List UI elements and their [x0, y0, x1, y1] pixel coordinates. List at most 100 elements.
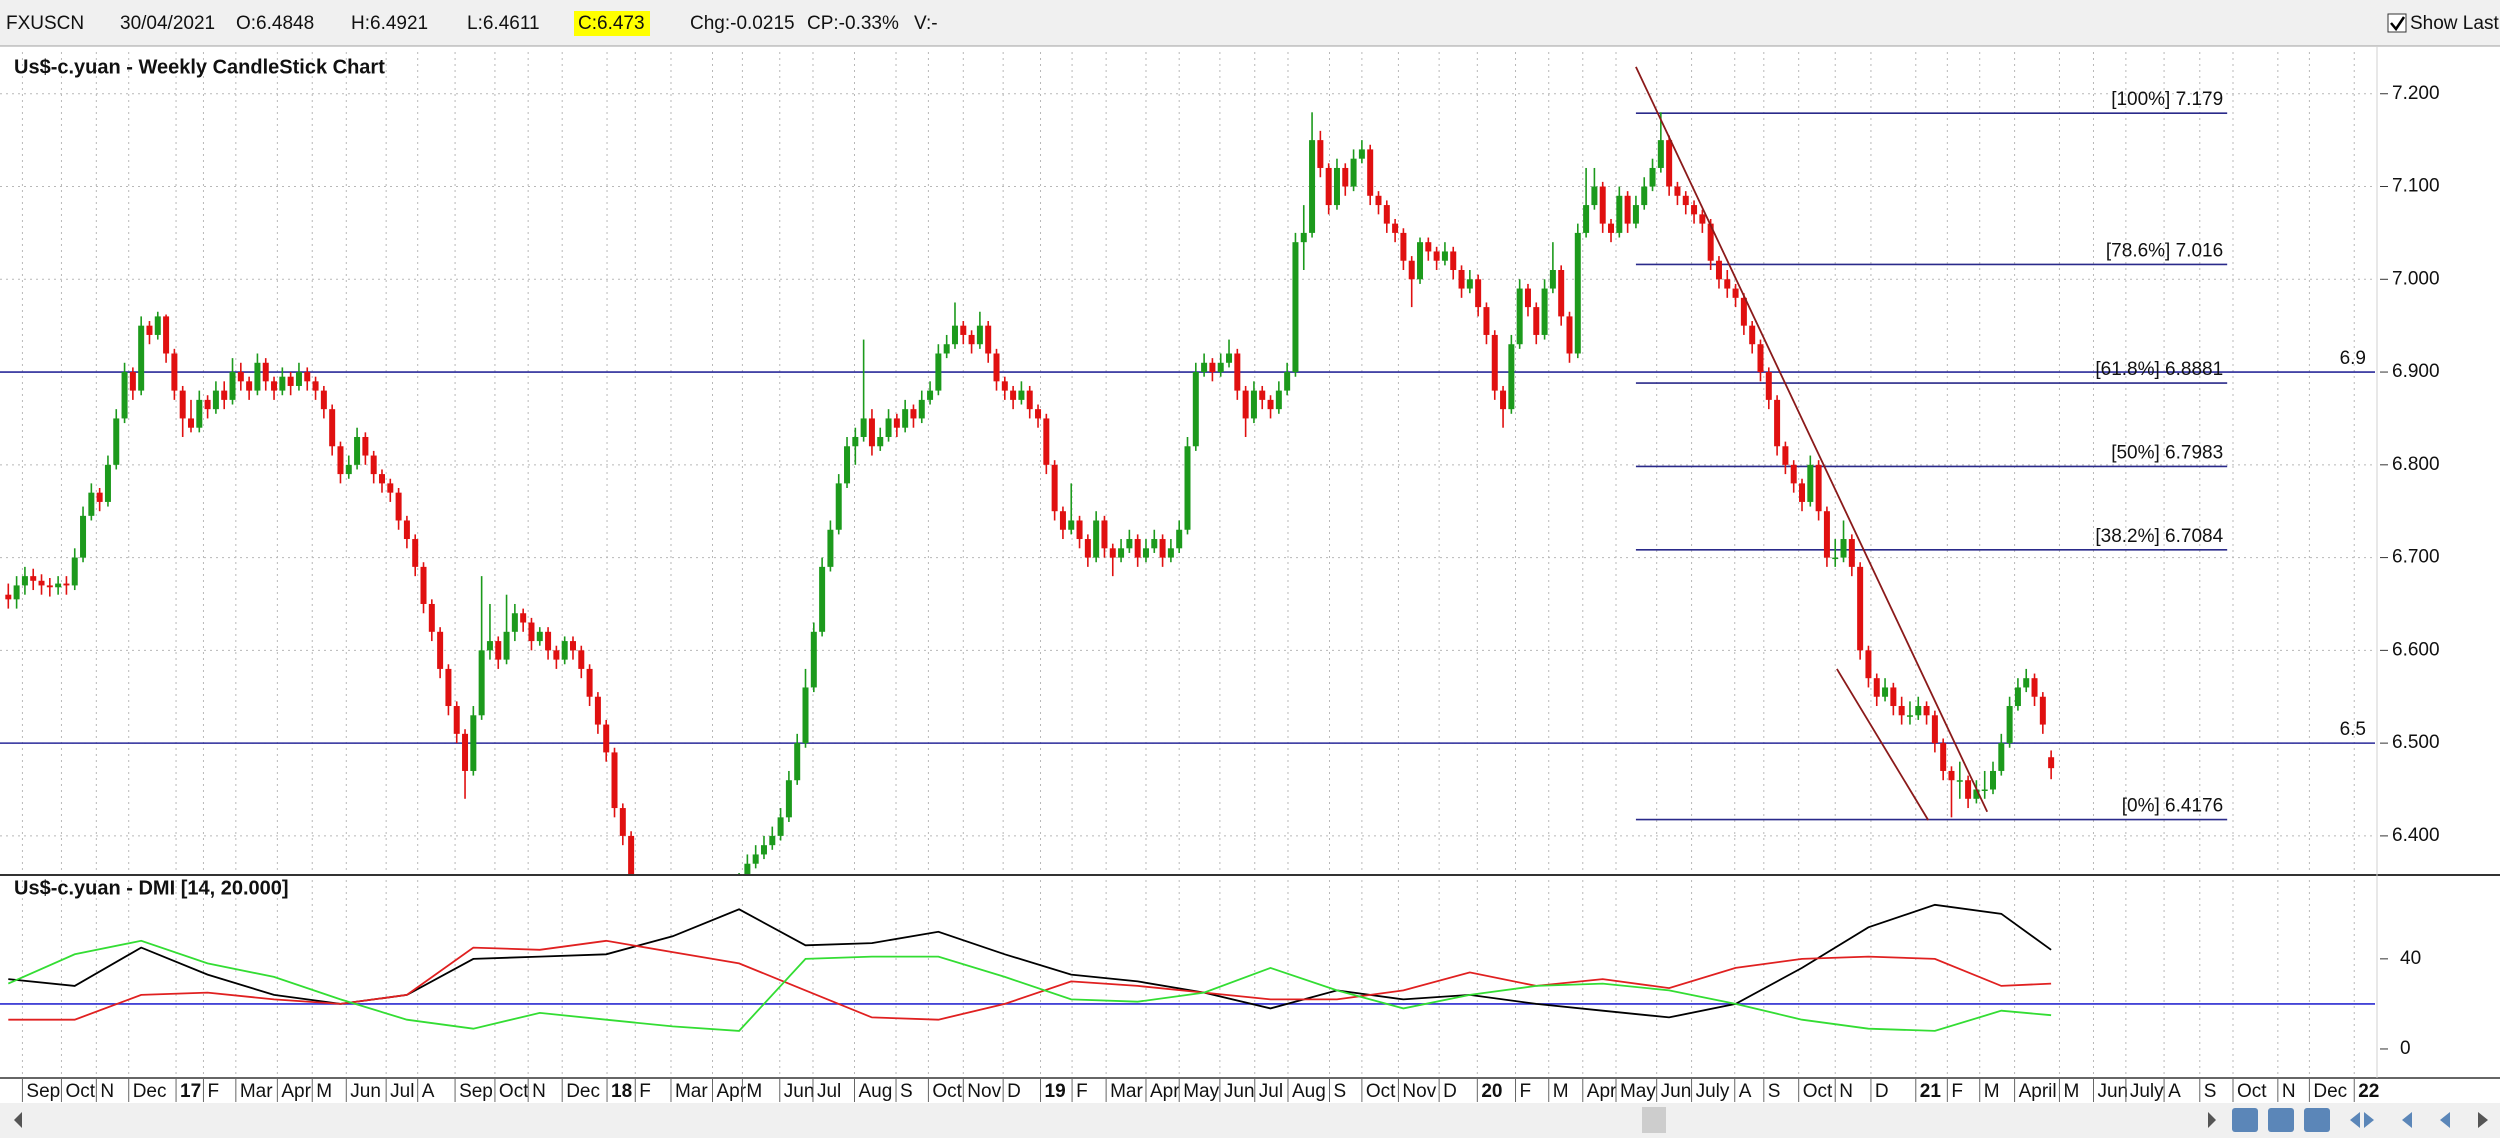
y-tick-label: 40 [2400, 948, 2421, 969]
candle-body [453, 706, 460, 734]
open: O:6.4848 [236, 13, 314, 34]
candle-body [1840, 539, 1847, 558]
candle-body [777, 817, 784, 836]
candle-body [893, 418, 900, 428]
candle-body [1715, 260, 1722, 280]
x-tick-label: Aug [1292, 1081, 1326, 1102]
candle-body [860, 418, 867, 437]
fib-label: [50%] 6.7983 [2111, 442, 2223, 463]
candle-body [1591, 186, 1598, 206]
show-last-toggle[interactable]: Show Last [2387, 13, 2499, 34]
candle-body [1616, 195, 1623, 233]
x-axis: Sep Oct N Dec 17 F Mar Apr M Jun Jul A Sep Oct N Dec 18 F… [21, 1079, 2379, 1102]
x-tick-label: Apr [717, 1081, 747, 1102]
candle-body [1018, 390, 1025, 400]
x-tick-label: Dec [566, 1081, 600, 1102]
candle-body [1201, 362, 1208, 373]
candle-body [1267, 399, 1274, 410]
candle-body [569, 641, 576, 651]
candle-body [1765, 372, 1772, 400]
toolbar [0, 0, 2500, 46]
candle-body [802, 687, 809, 744]
candle-body [304, 372, 311, 382]
candle-body [1093, 520, 1100, 558]
candle-body [1441, 251, 1448, 261]
candle-body [902, 409, 909, 428]
candle-body [1292, 242, 1299, 373]
candle-body [1483, 307, 1490, 335]
candle-body [628, 835, 635, 874]
x-tick-label: Oct [499, 1081, 529, 1102]
go-start-button-b[interactable] [2364, 1112, 2374, 1128]
candle-body [462, 733, 469, 771]
scroll-left[interactable] [14, 1112, 22, 1128]
candle-body [1882, 687, 1889, 697]
candle-body [744, 863, 751, 874]
candle-body [196, 399, 203, 428]
candle-body [752, 854, 759, 864]
zoom-out-button[interactable] [2232, 1108, 2258, 1132]
candle-body [1998, 743, 2005, 771]
dmi-line [7, 939, 2052, 1032]
candle-body [1084, 539, 1091, 558]
candle-body [827, 529, 834, 567]
candle-body [113, 418, 120, 465]
x-tick-label: A [1739, 1081, 1752, 1102]
fib-label: [100%] 7.179 [2111, 89, 2223, 110]
candle-body [88, 492, 95, 516]
candle-body [1250, 390, 1257, 419]
candle-body [1400, 232, 1407, 261]
x-tick-label: Oct [1366, 1081, 1396, 1102]
candle-body [1857, 566, 1864, 651]
step-back-button[interactable] [2402, 1112, 2412, 1128]
scroll-right[interactable] [2208, 1112, 2216, 1128]
show-last-label[interactable]: Show Last [2410, 13, 2499, 34]
candle-body [976, 325, 983, 345]
x-tick-label: 21 [1920, 1081, 1942, 1102]
x-tick-label: 17 [180, 1081, 201, 1102]
candle-body [96, 492, 103, 502]
candle-body [1458, 270, 1465, 289]
price-plot [5, 66, 2055, 874]
candle-body [1300, 232, 1307, 243]
candle-body [1333, 167, 1340, 206]
candle-body [1425, 242, 1432, 252]
step-back-end-button[interactable] [2440, 1112, 2450, 1128]
step-forward-button[interactable] [2478, 1112, 2488, 1128]
candle-body [611, 752, 618, 809]
x-tick-label: A [422, 1081, 435, 1102]
x-tick-label: Jun [1224, 1081, 1255, 1102]
x-tick-label: Apr [1587, 1081, 1617, 1102]
candle-body [1931, 715, 1938, 744]
candle-body [1051, 464, 1058, 512]
candle-body [1126, 539, 1133, 549]
candle-body [1940, 743, 1947, 771]
x-tick-label: A [2168, 1081, 2181, 1102]
candle-body [1408, 260, 1415, 280]
zoom-fit-button[interactable] [2304, 1108, 2330, 1132]
scrollbar[interactable] [0, 1103, 2500, 1138]
candle-body [229, 372, 236, 400]
candle-body [1059, 511, 1066, 530]
x-tick-label: April [2019, 1081, 2057, 1102]
zoom-in-button[interactable] [2268, 1108, 2294, 1132]
scroll-thumb[interactable] [1642, 1107, 1666, 1133]
x-tick-label: Jul [390, 1081, 414, 1102]
x-tick-label: S [1334, 1081, 1347, 1102]
candle-body [55, 583, 62, 588]
level-label: 6.9 [2340, 348, 2366, 369]
candle-body [420, 566, 427, 604]
candle-body [495, 641, 502, 660]
x-tick-label: M [1553, 1081, 1569, 1102]
candle-body [852, 436, 859, 447]
go-start-button[interactable] [2350, 1112, 2360, 1128]
candle-body [1533, 307, 1540, 335]
candle-body [1450, 251, 1457, 271]
close: C:6.473 [578, 13, 645, 34]
candle-body [1682, 195, 1689, 206]
candle-body [337, 446, 344, 475]
candle-body [1417, 242, 1424, 280]
candle-body [1035, 409, 1042, 419]
x-tick-label: Jul [817, 1081, 841, 1102]
